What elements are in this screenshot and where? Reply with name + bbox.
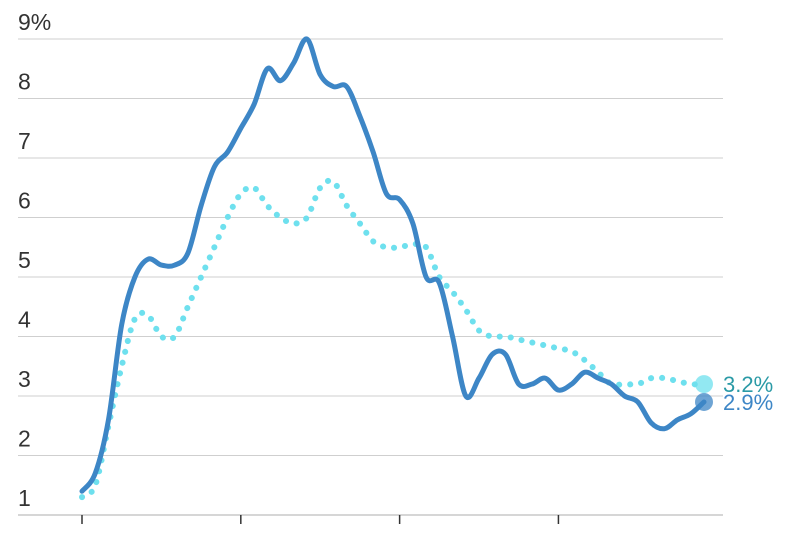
dotted-end-label: 3.2% <box>723 372 773 397</box>
gridlines <box>18 38 723 516</box>
y-tick-label: 5 <box>18 247 31 273</box>
end-markers: 2.9%3.2% <box>695 372 773 415</box>
series-lines <box>79 36 707 501</box>
y-tick-label: 2 <box>18 426 31 452</box>
y-tick-label: 1 <box>18 485 31 511</box>
solid-end-marker <box>695 392 713 411</box>
y-tick-label: 3 <box>18 366 31 392</box>
y-axis-labels: 1 2 3 4 5 6 7 8 9% <box>18 9 51 511</box>
dotted-series-line <box>79 177 707 501</box>
y-tick-label: 9% <box>18 9 51 35</box>
y-tick-label: 8 <box>18 69 31 95</box>
y-tick-label: 6 <box>18 188 31 214</box>
y-tick-label: 7 <box>18 128 31 154</box>
y-tick-label: 4 <box>18 307 31 333</box>
x-axis-ticks <box>81 515 560 524</box>
solid-end-label: 2.9% <box>723 390 773 415</box>
solid-series-line <box>79 36 707 494</box>
dotted-end-marker <box>695 375 713 394</box>
